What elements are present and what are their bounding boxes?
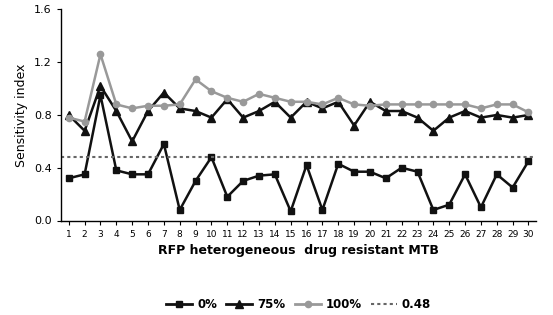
Legend: 0%, 75%, 100%, 0.48: 0%, 75%, 100%, 0.48 (161, 294, 436, 315)
Y-axis label: Sensitivity index: Sensitivity index (15, 63, 29, 167)
X-axis label: RFP heterogeneous  drug resistant MTB: RFP heterogeneous drug resistant MTB (158, 244, 439, 257)
